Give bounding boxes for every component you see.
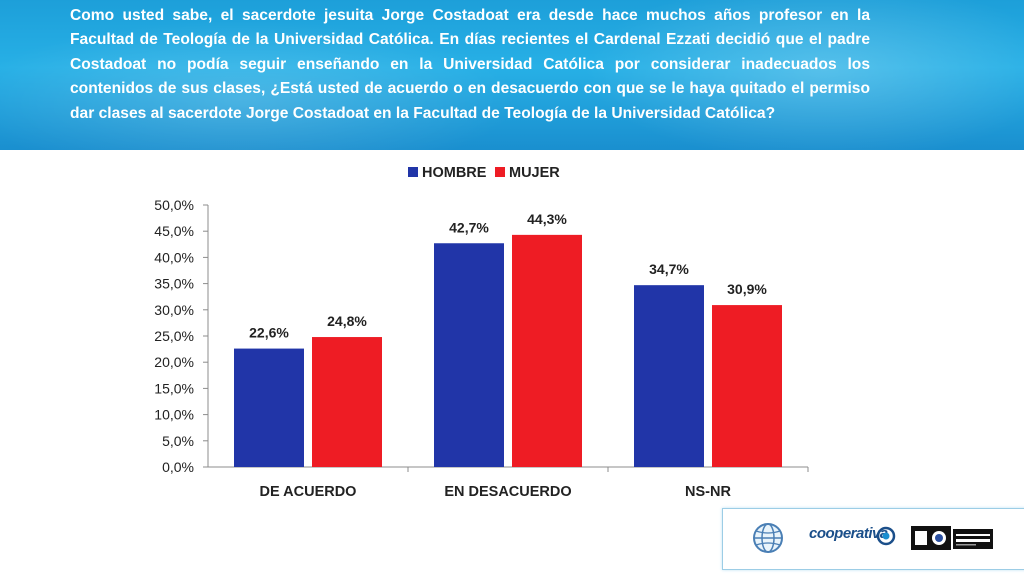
y-tick-label: 30,0%: [154, 302, 194, 318]
cooperativa-logo: cooperativa: [809, 525, 888, 542]
y-tick-label: 20,0%: [154, 354, 194, 370]
legend-label-mujer: MUJER: [509, 165, 560, 181]
bar-chart: 0,0% 5,0% 10,0% 15,0% 20,0% 25,0% 30,0% 35,0% 40…: [154, 165, 809, 500]
y-tick-label: 25,0%: [154, 328, 194, 344]
y-tick-label: 40,0%: [154, 249, 194, 265]
y-tick-label: 5,0%: [162, 433, 194, 449]
cooperativa-swoosh-icon: [876, 526, 896, 546]
survey-question: Como usted sabe, el sacerdote jesuita Jo…: [70, 7, 870, 122]
universidad-central-wordmark: [953, 529, 993, 551]
y-tick-label: 50,0%: [154, 197, 194, 213]
universidad-central-logo: [911, 526, 951, 550]
data-label: 24,8%: [327, 313, 367, 329]
globe-icon: [753, 523, 783, 553]
data-label: 44,3%: [527, 211, 567, 227]
y-tick-label: 0,0%: [162, 459, 194, 475]
header-banner: Como usted sabe, el sacerdote jesuita Jo…: [0, 0, 1024, 150]
y-tick-label: 35,0%: [154, 276, 194, 292]
y-tick-label: 45,0%: [154, 223, 194, 239]
x-tick-label: DE ACUERDO: [260, 484, 357, 500]
bar-mujer: [712, 305, 782, 467]
y-tick-label: 15,0%: [154, 380, 194, 396]
data-label: 34,7%: [649, 261, 689, 277]
bar-mujer: [312, 337, 382, 467]
data-label: 42,7%: [449, 219, 489, 235]
bar-hombre: [234, 348, 304, 467]
bar-mujer: [512, 234, 582, 467]
x-tick-label: NS-NR: [685, 484, 731, 500]
x-tick-label: EN DESACUERDO: [444, 484, 571, 500]
data-label: 30,9%: [727, 281, 767, 297]
bar-hombre: [634, 285, 704, 467]
universidad-central-wordmark-icon: [953, 529, 993, 549]
legend-swatch-mujer: [495, 167, 505, 177]
legend-swatch-hombre: [408, 167, 418, 177]
y-tick-label: 10,0%: [154, 407, 194, 423]
legend-label-hombre: HOMBRE: [422, 165, 487, 181]
data-label: 22,6%: [249, 325, 289, 341]
bar-hombre: [434, 243, 504, 467]
logo-panel: cooperativa: [722, 508, 1024, 570]
